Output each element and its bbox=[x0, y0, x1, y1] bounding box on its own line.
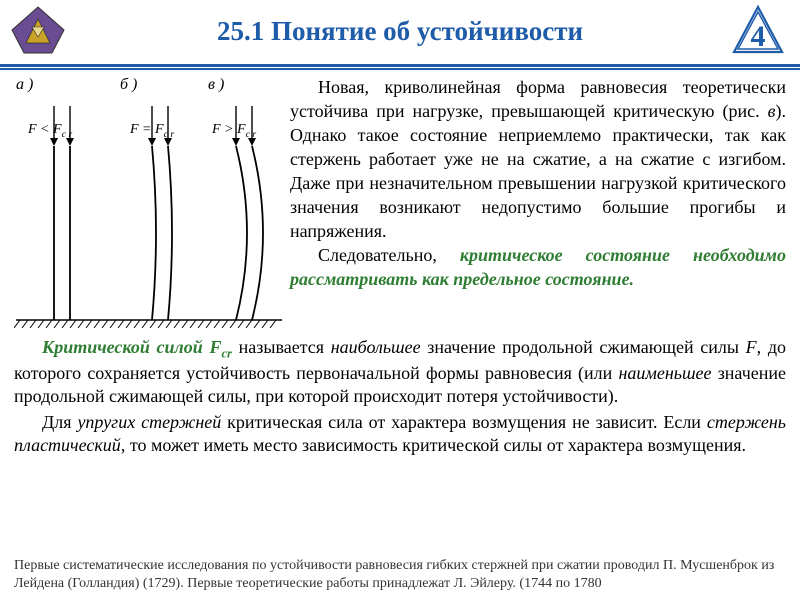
paragraph-1: Новая, криволинейная форма равновесия те… bbox=[290, 76, 786, 336]
footnote: Первые систематические исследования по у… bbox=[14, 557, 786, 592]
force-label-c: F > Fc r bbox=[212, 122, 256, 140]
page-badge: 4 bbox=[730, 4, 786, 60]
fig-label-b: б ) bbox=[120, 76, 137, 94]
force-label-a: F < Fc r bbox=[28, 122, 72, 140]
slide-title: 25.1 Понятие об устойчивости bbox=[217, 16, 583, 47]
buckling-svg bbox=[14, 76, 284, 336]
buckling-figure: а ) б ) в ) F < Fc r F = Fc r F > Fc r bbox=[14, 76, 284, 336]
slide-content: а ) б ) в ) F < Fc r F = Fc r F > Fc r bbox=[0, 70, 800, 458]
page-number: 4 bbox=[751, 20, 766, 54]
fig-label-a: а ) bbox=[16, 76, 33, 94]
paragraph-3: Критической силой Fcr называется наиболь… bbox=[14, 336, 786, 409]
paragraph-4: Для упругих стержней критическая сила от… bbox=[14, 411, 786, 458]
fig-label-c: в ) bbox=[208, 76, 224, 94]
logo-icon bbox=[10, 5, 66, 55]
slide-header: 25.1 Понятие об устойчивости 4 bbox=[0, 0, 800, 62]
force-label-b: F = Fc r bbox=[130, 122, 174, 140]
